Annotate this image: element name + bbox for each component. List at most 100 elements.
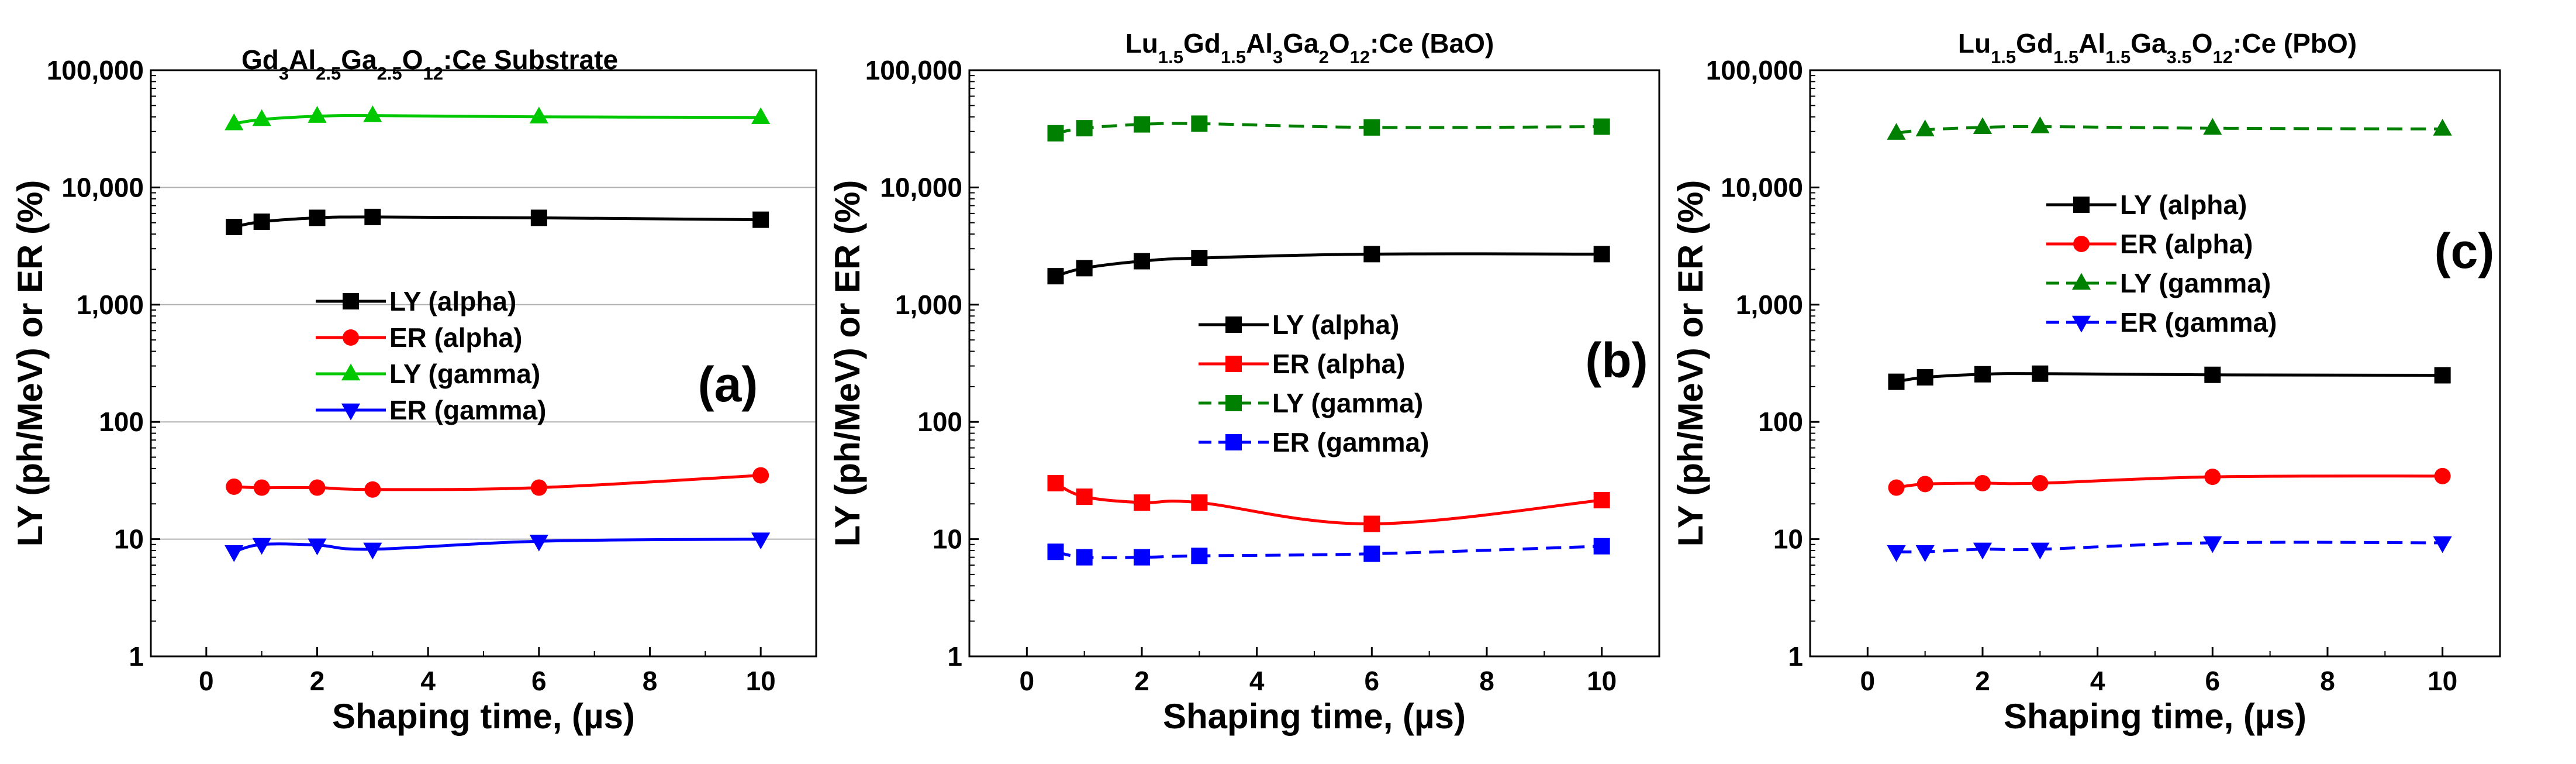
panel-b-legend-marker-er-alpha <box>1225 356 1242 372</box>
panel-a-legend-marker-er-gamma <box>341 403 361 421</box>
panel-b-ytick-label: 100 <box>917 407 962 437</box>
panel-a-series-er-alpha-point <box>226 478 243 495</box>
panel-c-series-er-gamma-line <box>1896 541 2443 554</box>
panel-c-series-ly-alpha-point <box>2032 365 2049 382</box>
panel-c-ylabel: LY (ph/MeV) or ER (%) <box>1671 180 1710 547</box>
panel-b-series-er-gamma-point <box>1047 543 1064 560</box>
panel-b-series-er-alpha-point <box>1047 474 1064 491</box>
panel-b-legend-label-er-alpha: ER (alpha) <box>1272 349 1405 379</box>
panel-c-legend-label-er-alpha: ER (alpha) <box>2120 229 2253 259</box>
panel-b-ytick-label: 10 <box>933 524 962 555</box>
panel-b-xtick-label: 0 <box>1020 666 1035 696</box>
panel-a-ytick-label: 1,000 <box>77 290 144 320</box>
panel-c-series-er-gamma-point <box>1973 542 1993 560</box>
panel-b-series-ly-alpha-line <box>1055 252 1602 278</box>
panel-b-series-ly-alpha-point <box>1134 253 1150 270</box>
panel-b-series-ly-alpha-point <box>1363 246 1380 263</box>
panel-c-xtick-label: 0 <box>1860 666 1876 696</box>
panel-b-legend-marker-er-gamma <box>1225 434 1242 450</box>
panel-a-series-er-alpha-point <box>309 479 326 496</box>
panel-a-legend-marker-ly-alpha <box>343 293 359 309</box>
panel-a-title: Gd3Al2.5Ga2.5O12:Ce Substrate <box>241 44 618 84</box>
panel-a-series-ly-alpha-point <box>226 218 243 235</box>
panel-c-series-er-gamma-point <box>2031 542 2050 560</box>
panel-a-xtick-label: 2 <box>310 666 325 696</box>
panel-c-legend-marker-ly-gamma <box>2071 273 2091 290</box>
panel-b-series-ly-alpha-point <box>1191 250 1208 267</box>
panel-c-series-er-alpha-point <box>2032 474 2049 491</box>
panel-c-legend-label-er-gamma: ER (gamma) <box>2120 307 2277 338</box>
panel-b-series-er-gamma-line <box>1055 545 1602 559</box>
panel-c-ytick-label: 10,000 <box>1721 172 1803 202</box>
panel-c-series-ly-gamma-line <box>1896 125 2443 135</box>
panel-a-legend-marker-er-alpha <box>343 329 359 346</box>
panel-a-ytick-label: 10,000 <box>61 172 144 202</box>
panel-b-series-er-gamma-point <box>1593 538 1610 555</box>
panel-c-title: Lu1.5Gd1.5Al1.5Ga3.5O12:Ce (PbO) <box>1958 28 2357 67</box>
panel-b-series-er-gamma-point <box>1191 548 1208 565</box>
panel-a-series-er-gamma-point <box>363 542 382 560</box>
panel-c-series-er-alpha-line <box>1896 474 2443 490</box>
panel-c-legend-marker-er-alpha <box>2073 236 2090 252</box>
panel-c-series-ly-alpha-point <box>2434 367 2451 384</box>
panel-b-series-ly-gamma-point <box>1191 115 1208 132</box>
panel-a-series-ly-gamma-point <box>225 113 244 130</box>
panel-a-series-er-gamma-point <box>529 534 548 552</box>
panel-c-series-er-alpha-point <box>2204 469 2221 486</box>
panel-b: Lu1.5Gd1.5Al3Ga2O12:Ce (BaO) 1101001,000… <box>828 28 1660 736</box>
panel-c-plot-area <box>1809 69 2501 658</box>
panel-b-series-ly-gamma-point <box>1134 116 1150 133</box>
panel-b-xtick-label: 8 <box>1479 666 1494 696</box>
panel-b-ytick-label: 100,000 <box>865 55 962 85</box>
panel-a-legend-label-er-gamma: ER (gamma) <box>389 395 546 425</box>
panel-b-legend-label-ly-gamma: LY (gamma) <box>1272 388 1423 418</box>
panel-a-label: (a) <box>698 357 758 412</box>
panel-a-series-ly-alpha-point <box>752 211 769 228</box>
panel-c-xlabel: Shaping time, (µs) <box>2004 697 2306 736</box>
panel-b-series-ly-alpha-point <box>1593 246 1610 263</box>
panel-a-series-ly-gamma-point <box>308 106 327 123</box>
panel-b-series-er-alpha-point <box>1363 515 1380 532</box>
panel-b-series-ly-alpha-point <box>1047 268 1064 285</box>
panel-c-series-ly-alpha-point <box>1917 369 1933 386</box>
panel-c-xtick-label: 4 <box>2090 666 2105 696</box>
panel-a-series-ly-gamma-line <box>233 114 761 125</box>
panel-b-series-ly-alpha-point <box>1076 260 1093 277</box>
panel-c-xtick-label: 8 <box>2320 666 2335 696</box>
panel-c-ytick-label: 1 <box>1788 641 1803 672</box>
panel-a-series-ly-gamma-point <box>751 107 771 125</box>
panel-b-ylabel: LY (ph/MeV) or ER (%) <box>828 180 867 547</box>
panel-b-series-ly-gamma-point <box>1363 119 1380 136</box>
panel-a-series-er-gamma-point <box>225 545 244 562</box>
panel-a-xtick-label: 6 <box>531 666 547 696</box>
panel-a-series-ly-gamma-point <box>363 105 382 122</box>
panel-a-xtick-label: 4 <box>420 666 436 696</box>
panel-b-title: Lu1.5Gd1.5Al3Ga2O12:Ce (BaO) <box>1125 28 1494 67</box>
panel-b-series-ly-gamma-point <box>1593 118 1610 135</box>
panel-c-ytick-label: 10 <box>1773 524 1803 555</box>
panel-c-series-ly-gamma-point <box>2203 118 2222 135</box>
panel-b-series-ly-gamma-point <box>1076 120 1093 137</box>
panel-c-series-er-alpha-point <box>2434 467 2451 484</box>
panel-a-ylabel: LY (ph/MeV) or ER (%) <box>11 180 50 547</box>
panel-a-series-ly-alpha-point <box>253 214 270 230</box>
panel-c-series-ly-alpha-point <box>2204 366 2221 383</box>
panel-c-label: (c) <box>2435 223 2495 278</box>
panel-c-series-er-alpha-point <box>1917 476 1933 493</box>
panel-a-legend-label-er-alpha: ER (alpha) <box>389 322 522 353</box>
panel-c-legend-marker-ly-alpha <box>2073 197 2090 213</box>
panel-a-legend-label-ly-gamma: LY (gamma) <box>389 359 540 389</box>
panel-b-series-ly-gamma-point <box>1047 125 1064 142</box>
panel-c-series-ly-gamma-point <box>2433 119 2452 136</box>
panel-a-series-er-gamma-line <box>233 538 761 553</box>
panel-a-series-er-gamma-point <box>252 538 271 555</box>
panel-b-ytick-label: 1 <box>947 641 962 672</box>
panel-a-legend-marker-ly-gamma <box>341 363 361 381</box>
panel-b-series-er-alpha-point <box>1593 491 1610 508</box>
panel-c-series-er-alpha-point <box>1974 474 1991 491</box>
panel-c-legend-marker-er-gamma <box>2071 315 2091 333</box>
panel-c: Lu1.5Gd1.5Al1.5Ga3.5O12:Ce (PbO) 1101001… <box>1671 28 2501 736</box>
panel-c-xtick-label: 2 <box>1975 666 1990 696</box>
panel-a-xtick-label: 8 <box>643 666 658 696</box>
